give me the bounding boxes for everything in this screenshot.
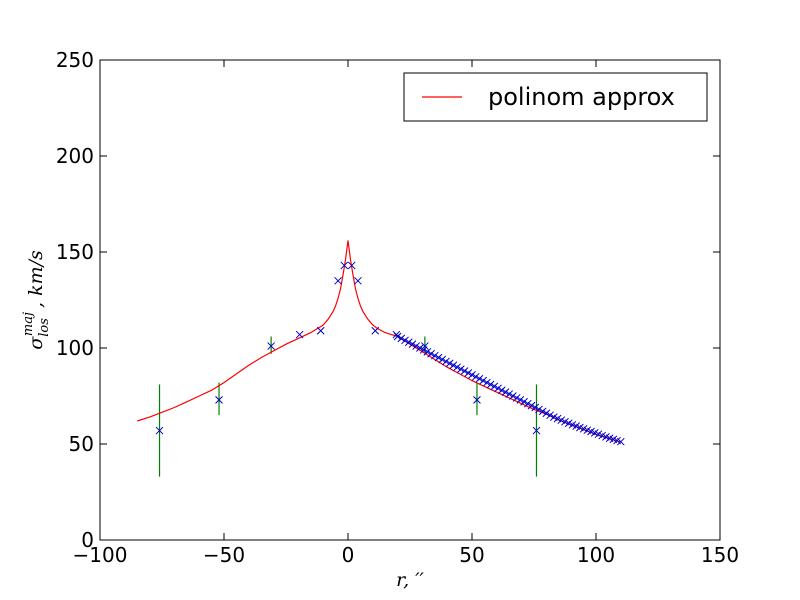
data-point xyxy=(483,378,491,387)
data-point xyxy=(267,342,275,350)
plot-frame xyxy=(99,59,721,541)
data-point xyxy=(445,359,454,368)
data-point xyxy=(449,361,458,370)
data-point xyxy=(479,376,488,385)
data-point xyxy=(412,342,421,350)
data-point xyxy=(456,365,465,373)
data-point xyxy=(393,332,402,341)
data-point xyxy=(516,395,525,404)
x-axis-label: r, ′′ xyxy=(396,569,424,591)
data-point xyxy=(501,388,510,397)
data-point xyxy=(460,367,469,375)
y-tick-label: 150 xyxy=(56,240,94,264)
data-point xyxy=(542,409,551,418)
data-point xyxy=(490,382,499,391)
data-point xyxy=(486,380,495,389)
legend: polinom approx xyxy=(403,72,708,122)
y-tick-label: 50 xyxy=(69,432,94,456)
error-bars xyxy=(158,336,538,477)
data-point xyxy=(535,405,543,414)
data-point xyxy=(616,437,625,446)
data-point xyxy=(401,336,409,345)
data-point xyxy=(523,399,532,408)
data-point xyxy=(538,407,547,416)
data-point xyxy=(430,351,439,360)
data-point xyxy=(427,349,435,358)
data-point xyxy=(494,384,502,393)
data-point xyxy=(464,369,473,377)
data-point xyxy=(334,276,342,285)
y-tick-label: 100 xyxy=(56,336,94,360)
data-point xyxy=(512,394,521,402)
data-point xyxy=(397,334,406,343)
data-point xyxy=(546,411,554,420)
data-point xyxy=(404,338,413,347)
data-point xyxy=(468,371,476,379)
data-point xyxy=(434,353,443,362)
data-point xyxy=(509,392,517,400)
data-point xyxy=(340,261,349,270)
x-tick-label: 50 xyxy=(459,543,484,567)
x-axis-label-r: r xyxy=(396,569,407,591)
data-point xyxy=(419,346,428,354)
data-point xyxy=(155,426,164,435)
data-point xyxy=(438,355,447,364)
fit-curve xyxy=(137,240,621,443)
data-point xyxy=(416,344,424,352)
y-tick-label: 0 xyxy=(81,528,94,552)
data-point xyxy=(531,403,540,412)
data-point xyxy=(408,340,417,349)
data-point xyxy=(347,261,356,270)
y-axis-ticks: 0 50 100 150 200 250 xyxy=(56,48,720,552)
data-point xyxy=(371,326,380,335)
data-point xyxy=(473,395,481,404)
x-tick-label: −50 xyxy=(203,543,245,567)
fit-curve-group xyxy=(137,240,621,443)
x-tick-label: 150 xyxy=(701,543,739,567)
data-point xyxy=(532,426,541,435)
data-point xyxy=(423,347,432,356)
y-axis-label-sub: los xyxy=(37,318,52,337)
data-point xyxy=(505,390,514,398)
y-axis-label-sigma: σ xyxy=(25,336,47,350)
legend-entry-label: polinom approx xyxy=(488,83,675,111)
data-point xyxy=(295,330,304,339)
data-point xyxy=(475,374,484,383)
data-point xyxy=(471,372,480,381)
y-axis-label: σlosmaj , km/s xyxy=(21,250,52,350)
y-axis-label-unit: , km/s xyxy=(25,250,47,308)
x-tick-label: 100 xyxy=(577,543,615,567)
legend-box xyxy=(403,72,708,122)
data-points xyxy=(155,261,625,446)
x-axis-ticks: −100 −50 0 50 100 150 xyxy=(73,60,739,567)
data-point xyxy=(497,386,506,395)
data-point xyxy=(316,326,325,335)
y-tick-label: 250 xyxy=(56,48,94,72)
x-tick-label: −100 xyxy=(73,543,128,567)
data-point xyxy=(442,357,450,366)
y-tick-label: 200 xyxy=(56,144,94,168)
data-point xyxy=(354,276,362,285)
data-point xyxy=(527,401,536,410)
x-axis-label-unit: , ′′ xyxy=(403,569,424,591)
data-point xyxy=(215,395,223,404)
y-axis-label-sup: maj xyxy=(21,312,36,336)
data-point xyxy=(453,363,461,372)
x-tick-label: 0 xyxy=(342,543,355,567)
data-point xyxy=(520,397,528,406)
